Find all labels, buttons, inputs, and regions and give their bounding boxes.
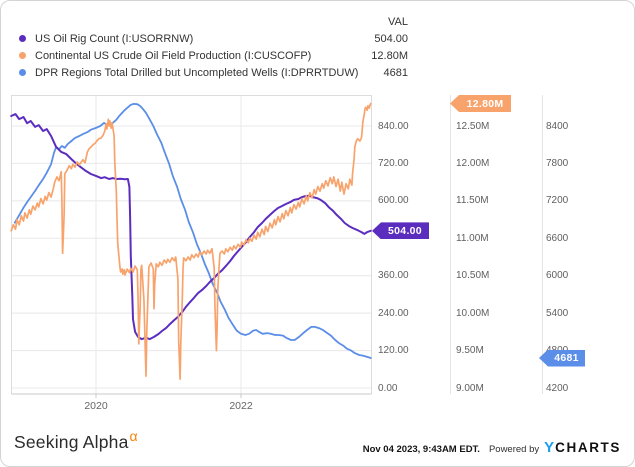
plot-border <box>11 95 372 394</box>
legend-item: DPR Regions Total Drilled but Uncomplete… <box>15 64 408 81</box>
axis-column-divider <box>449 95 451 394</box>
legend-item-label: Continental US Crude Oil Field Productio… <box>35 49 312 62</box>
legend-item-value: 12.80M <box>371 49 408 62</box>
y-axis-tick-label: 240.00 <box>378 307 409 319</box>
brand-name: Seeking Alpha <box>14 432 129 452</box>
legend-val-header: VAL <box>388 16 408 28</box>
brand-logo: Seeking Alphaα <box>14 428 138 453</box>
y-axis-tick-label: 11.50M <box>456 195 489 207</box>
production-value-badge: 12.80M <box>450 95 511 113</box>
y-axis-tick-label: 7800 <box>546 157 569 169</box>
y-axis-tick-label: 5400 <box>546 307 569 319</box>
y-axis-tick-label: 6000 <box>546 270 569 282</box>
legend-item-label: DPR Regions Total Drilled but Uncomplete… <box>35 66 359 79</box>
y-axis-tick-label: 120.00 <box>378 345 409 357</box>
legend: VAL US Oil Rig Count (I:USORRNW) 504.00 Co… <box>15 15 408 81</box>
y-axis-tick-label: 360.00 <box>378 270 409 282</box>
y-axis-tick-label: 9.00M <box>456 382 484 394</box>
brand-alpha-icon: α <box>129 428 138 444</box>
y-axis-tick-label: 720.00 <box>378 157 409 169</box>
y-axis-tick-label: 12.50M <box>456 120 490 132</box>
series-dot-icon <box>19 35 26 42</box>
crude-production-line <box>10 102 372 380</box>
series-dot-icon <box>19 52 26 59</box>
duc-wells-value-badge: 4681 <box>539 349 585 367</box>
ycharts-logo: YCHARTS <box>544 439 621 456</box>
series-dot-icon <box>19 69 26 76</box>
rig-count-value-badge: 504.00 <box>372 222 429 240</box>
attribution: Nov 04 2023, 9:43AM EDT. Powered by YCHA… <box>363 439 621 457</box>
y-axis-tick-label: 10.00M <box>456 307 490 319</box>
y-axis-tick-label: 0.00 <box>378 382 398 394</box>
y-axis-tick-label: 600.00 <box>378 195 409 207</box>
y-axis-tick-label: 6600 <box>546 232 569 244</box>
axis-column-divider <box>541 95 543 394</box>
timestamp: Nov 04 2023, 9:43AM EDT. <box>362 444 480 455</box>
y-axis-tick-label: 840.00 <box>378 120 409 132</box>
legend-item: Continental US Crude Oil Field Productio… <box>15 47 408 64</box>
y-axis-tick-label: 12.00M <box>456 157 490 169</box>
legend-item-label: US Oil Rig Count (I:USORRNW) <box>35 32 194 45</box>
legend-item-value: 504.00 <box>374 32 408 45</box>
y-axis-tick-label: 7200 <box>546 195 569 207</box>
x-axis-tick-label: 2022 <box>229 400 253 412</box>
x-axis-tick-label: 2020 <box>84 400 108 412</box>
y-axis-tick-label: 11.00M <box>456 232 489 244</box>
y-axis-tick-label: 4200 <box>546 382 569 394</box>
legend-item: US Oil Rig Count (I:USORRNW) 504.00 <box>15 30 408 47</box>
y-axis-tick-label: 10.50M <box>456 270 490 282</box>
powered-by-label: Powered by <box>488 444 540 455</box>
y-axis-tick-label: 9.50M <box>456 345 484 357</box>
y-axis-tick-label: 8400 <box>546 120 569 132</box>
legend-item-value: 4681 <box>383 66 408 79</box>
duc-wells-line <box>13 103 372 359</box>
